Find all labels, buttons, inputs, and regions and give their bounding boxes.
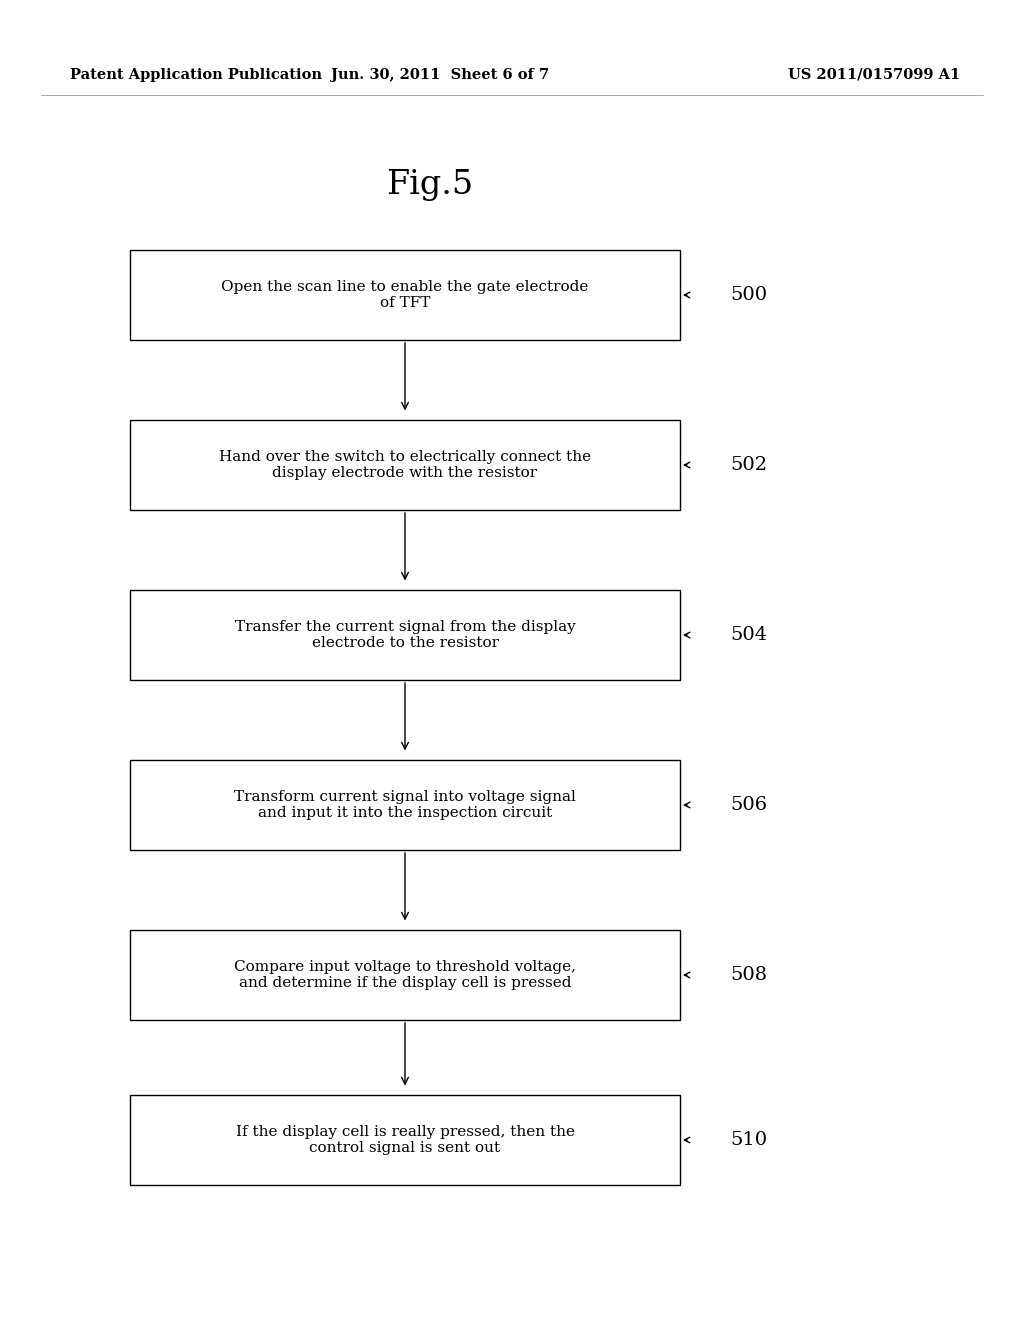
Bar [130, 420, 680, 510]
Text: If the display cell is really pressed, then the
control signal is sent out: If the display cell is really pressed, t… [236, 1125, 574, 1155]
Bar [130, 760, 680, 850]
Text: Patent Application Publication: Patent Application Publication [70, 69, 322, 82]
Text: US 2011/0157099 A1: US 2011/0157099 A1 [787, 69, 961, 82]
Text: 506: 506 [730, 796, 767, 814]
Bar [130, 249, 680, 341]
Text: 504: 504 [730, 626, 767, 644]
Text: Transform current signal into voltage signal
and input it into the inspection ci: Transform current signal into voltage si… [234, 789, 575, 820]
Text: 508: 508 [730, 966, 767, 983]
Bar [130, 1096, 680, 1185]
Text: Fig.5: Fig.5 [386, 169, 474, 201]
Text: Open the scan line to enable the gate electrode
of TFT: Open the scan line to enable the gate el… [221, 280, 589, 310]
Text: Transfer the current signal from the display
electrode to the resistor: Transfer the current signal from the dis… [234, 620, 575, 651]
Text: Hand over the switch to electrically connect the
display electrode with the resi: Hand over the switch to electrically con… [219, 450, 591, 480]
Text: Jun. 30, 2011  Sheet 6 of 7: Jun. 30, 2011 Sheet 6 of 7 [331, 69, 549, 82]
Bar [130, 590, 680, 680]
Text: 502: 502 [730, 455, 767, 474]
Text: 500: 500 [730, 286, 767, 304]
Text: 510: 510 [730, 1131, 767, 1148]
Text: Compare input voltage to threshold voltage,
and determine if the display cell is: Compare input voltage to threshold volta… [234, 960, 575, 990]
Bar [130, 931, 680, 1020]
